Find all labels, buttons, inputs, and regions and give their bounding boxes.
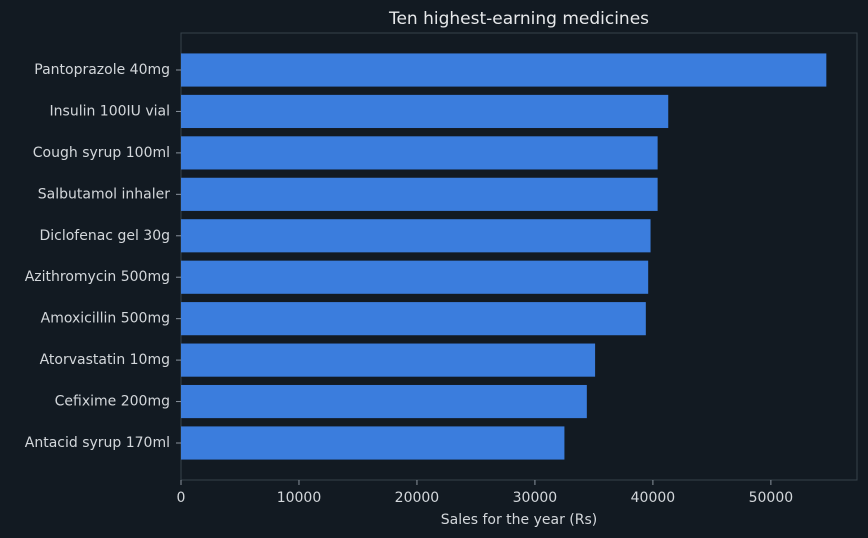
bar bbox=[181, 343, 596, 377]
bar bbox=[181, 53, 827, 87]
bar bbox=[181, 177, 658, 211]
x-tick-label: 10000 bbox=[277, 490, 322, 506]
y-tick-label: Antacid syrup 170ml bbox=[25, 435, 170, 451]
y-tick-label: Amoxicillin 500mg bbox=[41, 311, 170, 327]
plot-frame bbox=[180, 32, 858, 481]
bar bbox=[181, 426, 565, 460]
y-tick-label: Azithromycin 500mg bbox=[25, 269, 170, 285]
bar bbox=[181, 302, 646, 336]
x-tick-label: 30000 bbox=[513, 490, 558, 506]
x-tick-label: 40000 bbox=[631, 490, 676, 506]
bar bbox=[181, 384, 587, 419]
x-tick-label: 20000 bbox=[395, 490, 440, 506]
y-tick-label: Diclofenac gel 30g bbox=[39, 228, 170, 244]
y-tick-label: Cough syrup 100ml bbox=[33, 145, 170, 161]
bar bbox=[181, 94, 669, 129]
y-tick-label: Pantoprazole 40mg bbox=[34, 62, 170, 78]
bar bbox=[181, 260, 649, 294]
bar bbox=[181, 219, 651, 253]
y-tick-label: Insulin 100IU vial bbox=[50, 103, 170, 119]
y-tick-label: Atorvastatin 10mg bbox=[40, 352, 170, 368]
bar bbox=[181, 136, 658, 170]
chart-title: Ten highest-earning medicines bbox=[388, 9, 649, 29]
x-tick-label: 0 bbox=[177, 490, 186, 506]
x-tick-label: 50000 bbox=[749, 490, 794, 506]
y-tick-label: Cefixime 200mg bbox=[55, 394, 170, 410]
x-axis-label: Sales for the year (Rs) bbox=[441, 512, 597, 528]
y-tick-label: Salbutamol inhaler bbox=[38, 186, 170, 202]
